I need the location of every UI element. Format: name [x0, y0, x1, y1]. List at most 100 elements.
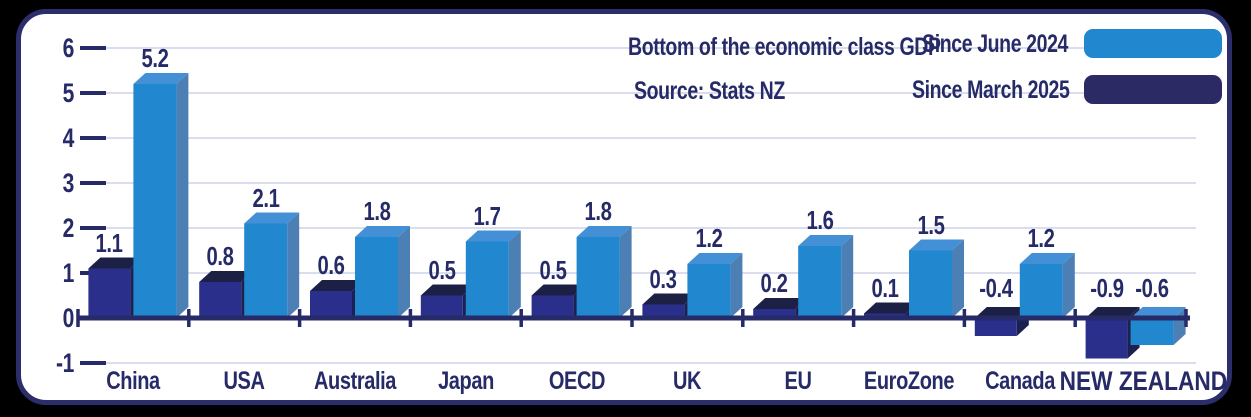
legend-label-since-march-2025: Since March 2025 [912, 76, 1070, 104]
bar-since-march-2025-japan-top [420, 284, 475, 296]
bar-since-june-2024-eurozone-top [909, 239, 964, 251]
bar-since-march-2025-australia [310, 291, 352, 318]
y-tick-label-5: 5 [62, 78, 75, 108]
x-axis-tick-9 [1073, 309, 1077, 327]
value-label-since-june-2024-new-zealand: -0.6 [1135, 273, 1169, 303]
bar-since-june-2024-japan-top [465, 230, 521, 242]
bar-since-march-2025-uk [642, 304, 685, 318]
gridline-5 [80, 92, 1196, 94]
chart-panel [16, 9, 1232, 405]
value-label-since-june-2024-uk: 1.2 [695, 223, 723, 253]
bar-since-june-2024-oecd-side [619, 226, 632, 318]
category-label-canada: Canada [984, 367, 1055, 395]
bar-since-june-2024-uk-top [687, 253, 743, 264]
bar-since-june-2024-china-side [176, 73, 189, 318]
value-label-since-june-2024-australia: 1.8 [362, 196, 391, 226]
bar-since-march-2025-japan [420, 295, 463, 318]
bar-since-march-2025-australia-top [310, 280, 364, 291]
y-tick-dash-3 [80, 181, 106, 185]
bar-since-june-2024-oecd-top [576, 226, 632, 237]
category-label-eurozone: EuroZone [863, 367, 955, 395]
category-label-oecd: OECD [548, 367, 605, 395]
value-label-since-march-2025-usa: 0.8 [206, 241, 234, 271]
chart-title: Bottom of the economic class GDP [628, 33, 941, 61]
y-tick-label-3: 3 [62, 168, 75, 198]
bar-since-june-2024-usa [244, 223, 288, 318]
value-label-since-march-2025-oecd: 0.5 [539, 254, 567, 285]
gridline--1 [80, 362, 1196, 364]
y-tick-dash--1 [80, 361, 106, 365]
value-label-since-june-2024-china: 5.2 [141, 43, 169, 73]
x-axis-tick-2 [297, 309, 302, 327]
bar-since-march-2025-canada [974, 318, 1017, 336]
bar-since-june-2024-new-zealand-top [1130, 307, 1186, 318]
bar-since-march-2025-usa [199, 282, 242, 318]
category-label-new-zealand: NEW ZEALAND [1059, 366, 1227, 396]
x-axis [78, 315, 1190, 321]
bar-since-june-2024-eu-top [798, 235, 854, 246]
legend-swatch-since-june-2024 [1084, 29, 1222, 58]
bar-since-june-2024-usa-top [244, 212, 300, 224]
value-label-since-march-2025-uk: 0.3 [649, 263, 677, 294]
bar-since-march-2025-eu-top [753, 298, 808, 309]
value-label-since-march-2025-japan: 0.5 [428, 254, 456, 285]
bar-since-june-2024-australia-side [398, 226, 410, 318]
x-axis-tick-10 [1184, 309, 1188, 327]
legend-label-since-june-2024: Since June 2024 [922, 30, 1068, 58]
bar-since-june-2024-australia [355, 237, 398, 318]
category-label-japan: Japan [437, 367, 494, 395]
bar-since-june-2024-eu [798, 246, 842, 318]
value-label-since-march-2025-china: 1.1 [95, 227, 123, 258]
bar-since-june-2024-canada-side [1062, 253, 1075, 318]
value-label-since-march-2025-canada: -0.4 [979, 273, 1013, 303]
chart-source: Source: Stats NZ [634, 77, 785, 105]
bar-since-june-2024-china [133, 84, 177, 318]
y-tick-dash-4 [80, 136, 106, 140]
value-label-since-march-2025-australia: 0.6 [317, 250, 345, 280]
bar-since-june-2024-china-top [133, 73, 189, 84]
x-axis-tick-4 [519, 309, 523, 327]
value-label-since-june-2024-usa: 2.1 [252, 182, 280, 213]
x-axis-tick-7 [851, 309, 856, 327]
y-tick-dash-5 [80, 91, 106, 95]
x-axis-tick-0 [76, 309, 80, 327]
gridline-2 [80, 227, 1196, 229]
value-label-since-march-2025-eurozone: 0.1 [871, 272, 899, 303]
bar-since-june-2024-australia-top [355, 226, 410, 237]
bar-since-june-2024-uk [687, 264, 731, 318]
bar-since-june-2024-japan-side [508, 230, 521, 318]
y-tick-label-4: 4 [62, 123, 75, 153]
y-tick-dash-6 [80, 46, 106, 50]
bar-since-march-2025-oecd [531, 295, 574, 318]
bar-since-march-2025-eurozone-top [864, 302, 918, 314]
bar-since-june-2024-oecd [576, 237, 620, 318]
legend-swatch-since-march-2025 [1084, 75, 1222, 104]
bar-since-june-2024-eurozone-side [952, 239, 964, 318]
value-label-since-june-2024-oecd: 1.8 [584, 196, 612, 226]
value-label-since-june-2024-japan: 1.7 [473, 200, 501, 231]
bar-since-march-2025-eu [753, 309, 796, 318]
bar-since-june-2024-usa-side [287, 212, 300, 318]
x-axis-tick-1 [187, 309, 191, 327]
bar-since-march-2025-canada-top [974, 307, 1029, 318]
bar-since-march-2025-china [88, 268, 131, 318]
value-label-since-march-2025-new-zealand: -0.9 [1089, 273, 1124, 303]
gridline-3 [80, 182, 1196, 184]
category-label-eu: EU [784, 367, 812, 395]
bar-since-june-2024-new-zealand [1130, 318, 1174, 345]
gridline-1 [80, 272, 1196, 274]
bar-since-march-2025-new-zealand-top [1085, 307, 1140, 318]
value-label-since-june-2024-eu: 1.6 [806, 205, 834, 235]
y-tick-label-0: 0 [62, 303, 75, 333]
category-label-australia: Australia [314, 367, 396, 395]
category-label-china: China [106, 367, 161, 395]
value-label-since-june-2024-eurozone: 1.5 [916, 209, 945, 240]
bar-since-march-2025-uk-top [642, 293, 697, 305]
x-axis-tick-3 [408, 309, 413, 327]
bar-since-june-2024-japan [465, 241, 509, 318]
bar-since-march-2025-new-zealand [1085, 318, 1128, 359]
y-tick-label-6: 6 [62, 33, 75, 63]
y-tick-label-1: 1 [62, 258, 75, 288]
